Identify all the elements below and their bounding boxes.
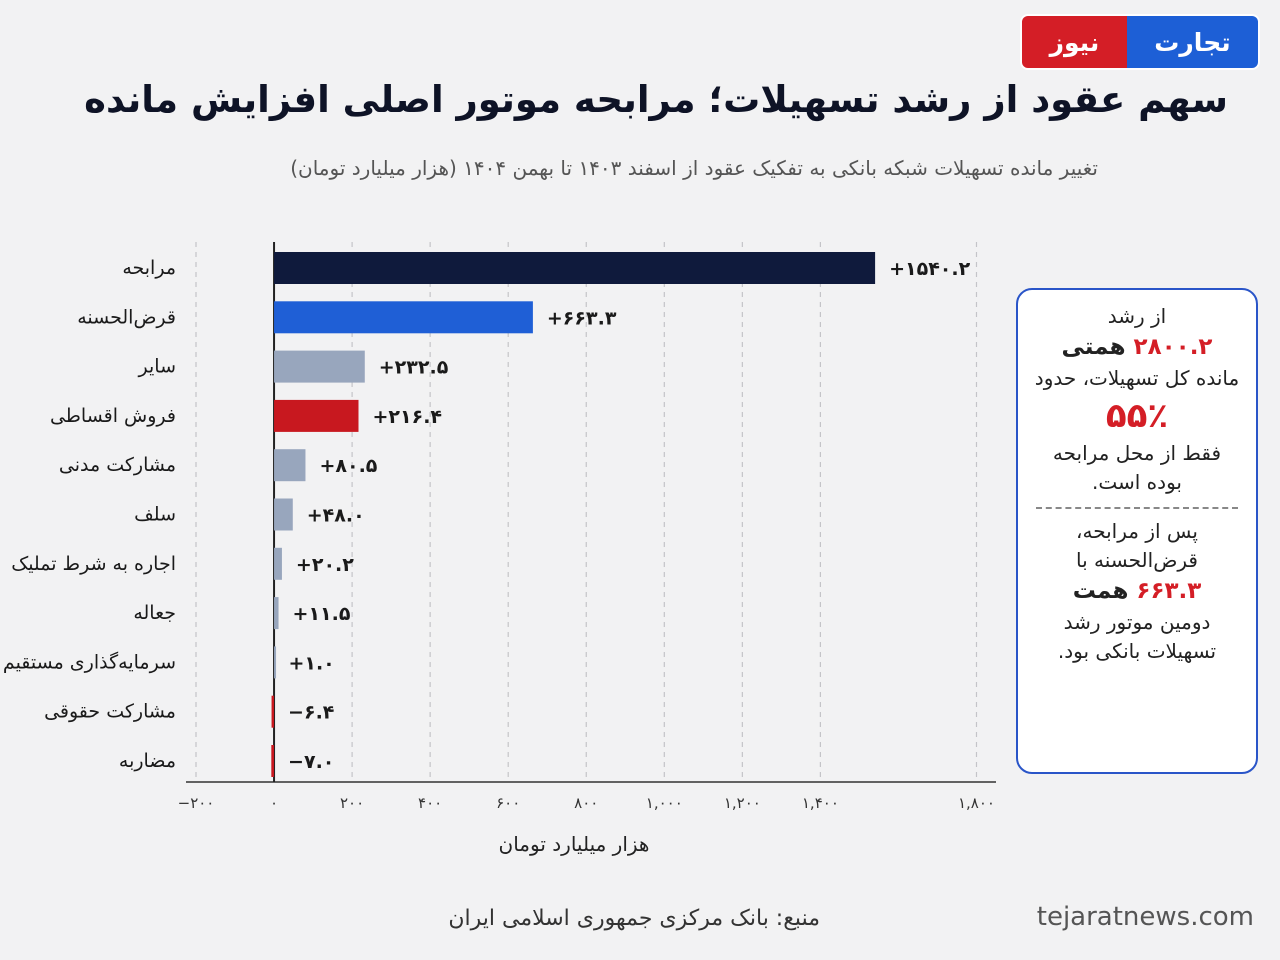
info-growth-value: ۲۸۰۰.۲ <box>1133 334 1213 360</box>
bar <box>274 301 533 334</box>
info-line: قرض‌الحسنه با <box>1076 548 1198 573</box>
category-label: مرابحه <box>122 257 176 279</box>
website-url: tejaratnews.com <box>1036 902 1254 932</box>
category-label: سایر <box>138 356 176 378</box>
data-label: +۲۱۶.۴ <box>372 406 442 428</box>
data-label: +۱۱.۵ <box>293 603 351 625</box>
info-line: مانده کل تسهیلات، حدود <box>1034 365 1240 390</box>
bar <box>274 547 282 580</box>
info-line: بوده است. <box>1092 470 1182 495</box>
x-tick-label: ۱,۴۰۰ <box>802 794 839 812</box>
x-axis-label: هزار میلیارد تومان <box>499 832 650 856</box>
bar <box>271 695 275 728</box>
bar <box>274 498 293 531</box>
chart-title: سهم عقود از رشد تسهیلات؛ مرابحه موتور اص… <box>84 78 1228 121</box>
info-line: دومین موتور رشد <box>1063 610 1211 634</box>
info-growth-total: ۲۸۰۰.۲ همتی <box>1026 333 1248 362</box>
info-second-unit: همت <box>1072 578 1129 605</box>
data-label: +۸۰.۵ <box>319 455 377 477</box>
brand-logo: تجارت نیوز <box>1022 16 1258 68</box>
x-tick-label: ۰ <box>270 794 278 812</box>
data-label: +۶۶۳.۳ <box>547 307 617 329</box>
logo-text-secondary: نیوز <box>1022 16 1127 68</box>
data-label: +۲۳۲.۵ <box>379 357 449 379</box>
info-line: تسهیلات بانکی بود. <box>1057 639 1217 663</box>
bar <box>274 350 365 383</box>
info-box: از رشد ۲۸۰۰.۲ همتی مانده کل تسهیلات، حدو… <box>1016 288 1258 774</box>
data-label: +۴۸.۰ <box>307 505 365 527</box>
x-tick-label: ۱,۸۰۰ <box>958 794 995 812</box>
category-label: قرض‌الحسنه <box>77 306 176 328</box>
info-line: فقط از محل مرابحه <box>1052 441 1222 466</box>
category-label: مشارکت حقوقی <box>44 701 176 723</box>
x-tick-label: ۶۰۰ <box>496 794 520 812</box>
bar <box>274 597 279 630</box>
bar <box>274 399 359 432</box>
category-label: سرمایه‌گذاری مستقیم <box>3 650 176 673</box>
category-label: مشارکت مدنی <box>59 454 176 476</box>
category-label: جعاله <box>133 602 176 624</box>
x-tick-label: ۲۰۰ <box>340 794 364 812</box>
data-label: −۷.۰ <box>288 751 334 773</box>
info-second-value-line: ۶۶۳.۳ همت <box>1026 577 1248 606</box>
data-label: −۶.۴ <box>288 702 334 724</box>
info-divider <box>1036 507 1238 510</box>
data-label: +۲۰.۲ <box>296 554 354 576</box>
info-second-value: ۶۶۳.۳ <box>1136 578 1202 605</box>
data-label: +۱.۰ <box>288 652 334 674</box>
x-tick-label: ۱,۲۰۰ <box>724 794 761 812</box>
category-label: اجاره به شرط تملیک <box>11 553 176 575</box>
category-label: مضاربه <box>119 750 176 772</box>
category-label: سلف <box>134 504 176 526</box>
x-tick-label: −۲۰۰ <box>178 794 215 812</box>
bar <box>274 646 277 679</box>
chart-subtitle: تغییر مانده تسهیلات شبکه بانکی به تفکیک … <box>290 156 1098 180</box>
bar <box>271 745 275 777</box>
info-line: از رشد <box>1107 304 1167 328</box>
bar <box>274 449 306 482</box>
bar <box>274 252 876 284</box>
info-line: پس از مرابحه، <box>1076 519 1198 544</box>
info-percent: ۵۵٪ <box>1105 395 1169 436</box>
x-tick-label: ۴۰۰ <box>418 794 442 812</box>
logo-text-primary: تجارت <box>1126 16 1258 68</box>
x-tick-label: ۸۰۰ <box>574 794 598 812</box>
source-note: منبع: بانک مرکزی جمهوری اسلامی ایران <box>448 906 820 931</box>
data-label: +۱۵۴۰.۲ <box>889 258 971 280</box>
x-tick-label: ۱,۰۰۰ <box>646 794 683 812</box>
info-growth-unit: همتی <box>1061 334 1126 360</box>
category-label: فروش اقساطی <box>50 405 176 427</box>
